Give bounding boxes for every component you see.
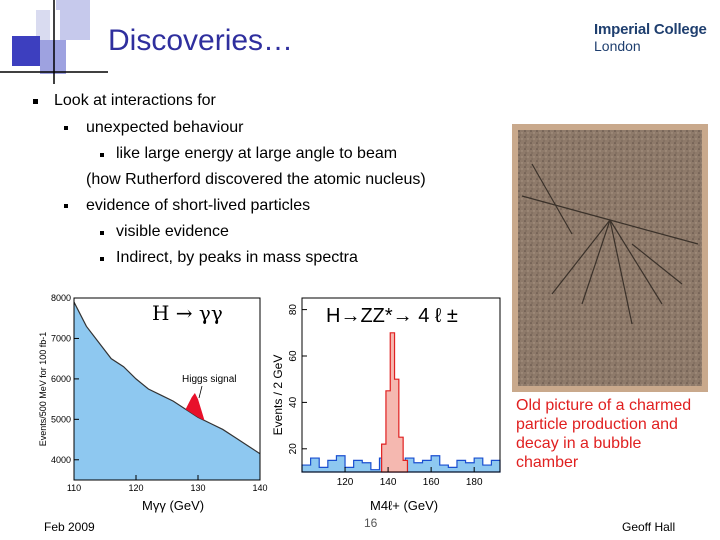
bullet-icon bbox=[100, 153, 104, 157]
corner-decoration bbox=[0, 0, 108, 84]
chart-title: H → γγ bbox=[152, 301, 223, 325]
imperial-college-logo: Imperial College London bbox=[594, 21, 707, 55]
x-tick-label: 130 bbox=[190, 483, 205, 493]
x-tick-label: 160 bbox=[423, 477, 440, 488]
bullet-icon bbox=[64, 126, 68, 130]
bullet-short-lived: evidence of short-lived particles bbox=[86, 197, 311, 214]
bullet-icon bbox=[33, 99, 38, 104]
x-tick-label: 140 bbox=[380, 477, 397, 488]
annotation-label: Higgs signal bbox=[182, 374, 236, 385]
footer-date: Feb 2009 bbox=[44, 520, 95, 534]
footer-author: Geoff Hall bbox=[622, 520, 676, 534]
y-tick-label: 7000 bbox=[51, 333, 71, 343]
higgs-signal-peak bbox=[185, 393, 205, 421]
y-tick-label: 4000 bbox=[51, 455, 71, 465]
y-tick-label: 8000 bbox=[51, 293, 71, 303]
y-tick-label: 6000 bbox=[51, 374, 71, 384]
rutherford-note: (how Rutherford discovered the atomic nu… bbox=[86, 171, 426, 188]
bullet-main: Look at interactions for bbox=[54, 92, 216, 109]
x-axis-label: Mγγ (GeV) bbox=[142, 498, 204, 513]
caption-line-3: decay in a bubble bbox=[516, 435, 642, 452]
y-tick-label: 5000 bbox=[51, 414, 71, 424]
bullet-visible-evidence: visible evidence bbox=[116, 223, 229, 240]
bullet-icon bbox=[64, 204, 68, 208]
caption-line-2: particle production and bbox=[516, 416, 678, 433]
footer-page-number: 16 bbox=[364, 516, 378, 530]
bullet-large-energy: like large energy at large angle to beam bbox=[116, 145, 398, 162]
y-tick-label: 80 bbox=[288, 304, 299, 316]
x-tick-label: 180 bbox=[466, 477, 483, 488]
y-tick-label: 40 bbox=[288, 396, 299, 408]
background-area bbox=[74, 302, 260, 480]
logo-line-2: London bbox=[594, 38, 641, 54]
caption-line-1: Old picture of a charmed bbox=[516, 397, 692, 414]
h-zz-4l-chart: 120 140 160 180 20 40 60 80 H→ZZ*→ 4 ℓ ± M4ℓ+ (Ge… bbox=[271, 297, 501, 513]
x-tick-label: 140 bbox=[252, 483, 267, 493]
y-axis-label: Events / 2 GeV bbox=[271, 355, 285, 436]
x-tick-label: 120 bbox=[128, 483, 143, 493]
annotation-arrow bbox=[198, 385, 203, 399]
x-tick-label: 120 bbox=[337, 477, 354, 488]
signal-peak bbox=[381, 332, 409, 473]
plot-frame bbox=[73, 297, 261, 481]
bullet-icon bbox=[100, 231, 104, 235]
photo-caption: Old picture of a charmed particle produc… bbox=[516, 396, 716, 472]
plot-frame bbox=[301, 297, 501, 473]
y-tick-label: 60 bbox=[288, 350, 299, 362]
chart-title: H→ZZ*→ 4 ℓ ± bbox=[326, 305, 458, 327]
bubble-chamber-photo bbox=[512, 124, 708, 392]
y-tick-label: 20 bbox=[288, 443, 299, 455]
caption-line-4: chamber bbox=[516, 454, 579, 471]
x-axis-label: M4ℓ+ (GeV) bbox=[370, 498, 438, 513]
h-gamma-gamma-chart: 110 120 130 140 4000 5000 6000 7000 8000 H → γγ Hi… bbox=[38, 293, 268, 513]
bullet-unexpected: unexpected behaviour bbox=[86, 119, 244, 136]
x-tick-label: 110 bbox=[67, 483, 81, 493]
background-line bbox=[73, 301, 261, 455]
bullet-icon bbox=[100, 257, 104, 261]
logo-line-1: Imperial College bbox=[594, 21, 707, 38]
slide-title: Discoveries… bbox=[108, 24, 294, 57]
bullet-mass-spectra: Indirect, by peaks in mass spectra bbox=[116, 249, 358, 266]
y-axis-label: Events/500 MeV for 100 fb-1 bbox=[38, 332, 48, 447]
